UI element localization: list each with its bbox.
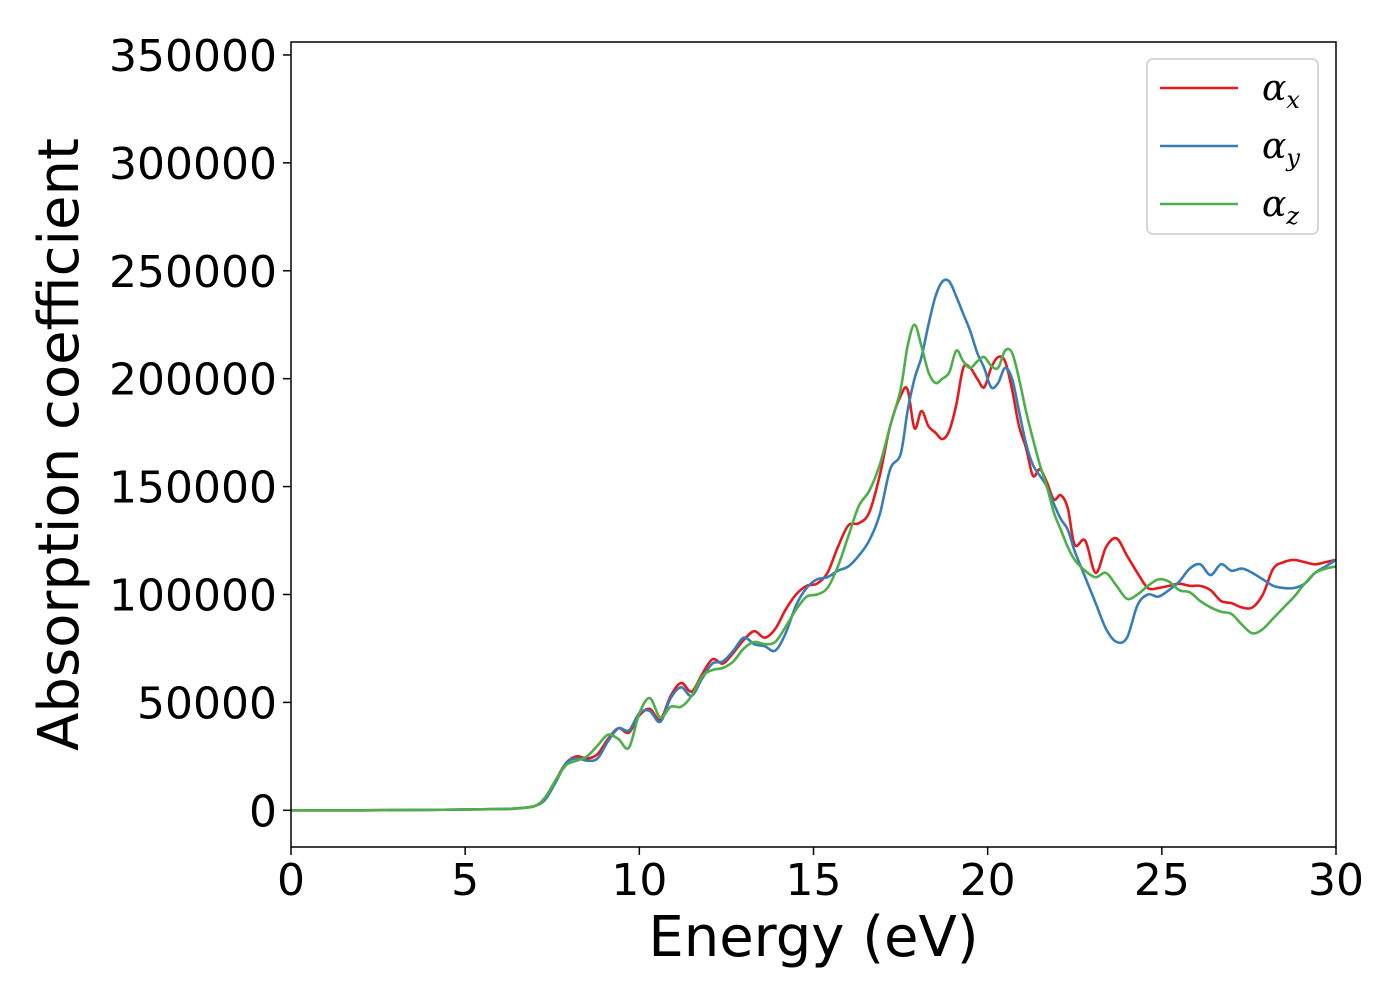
y-axis-label: Absorption coefficient	[27, 138, 92, 751]
y-tick-label: 150000	[109, 463, 277, 514]
x-axis-ticks: 0 5 10 15 20 25 30	[277, 847, 1364, 906]
legend-label-y: αy	[1262, 126, 1300, 172]
y-tick-label: 300000	[109, 139, 277, 190]
y-tick-label: 50000	[137, 678, 277, 729]
series-layer	[290, 278, 1337, 812]
y-tick-label: 0	[249, 786, 277, 837]
x-tick-label: 25	[1134, 855, 1190, 906]
y-axis-ticks: 0 50000 100000 150000 200000 250000 300000 3500…	[109, 31, 291, 837]
y-tick-label: 250000	[109, 247, 277, 298]
legend: αx αy αz	[1146, 58, 1319, 235]
x-tick-label: 30	[1308, 855, 1364, 906]
x-tick-label: 10	[611, 855, 667, 906]
y-tick-label: 200000	[109, 355, 277, 406]
legend-label-x: αx	[1262, 68, 1300, 114]
series-line-z	[290, 323, 1337, 812]
x-axis-label: Energy (eV)	[648, 905, 978, 970]
y-tick-label: 100000	[109, 570, 277, 621]
x-tick-label: 5	[451, 855, 479, 906]
x-tick-label: 15	[786, 855, 842, 906]
legend-label-z: αz	[1262, 184, 1299, 230]
x-tick-label: 20	[960, 855, 1016, 906]
x-tick-label: 0	[277, 855, 305, 906]
y-tick-label: 350000	[109, 31, 277, 82]
